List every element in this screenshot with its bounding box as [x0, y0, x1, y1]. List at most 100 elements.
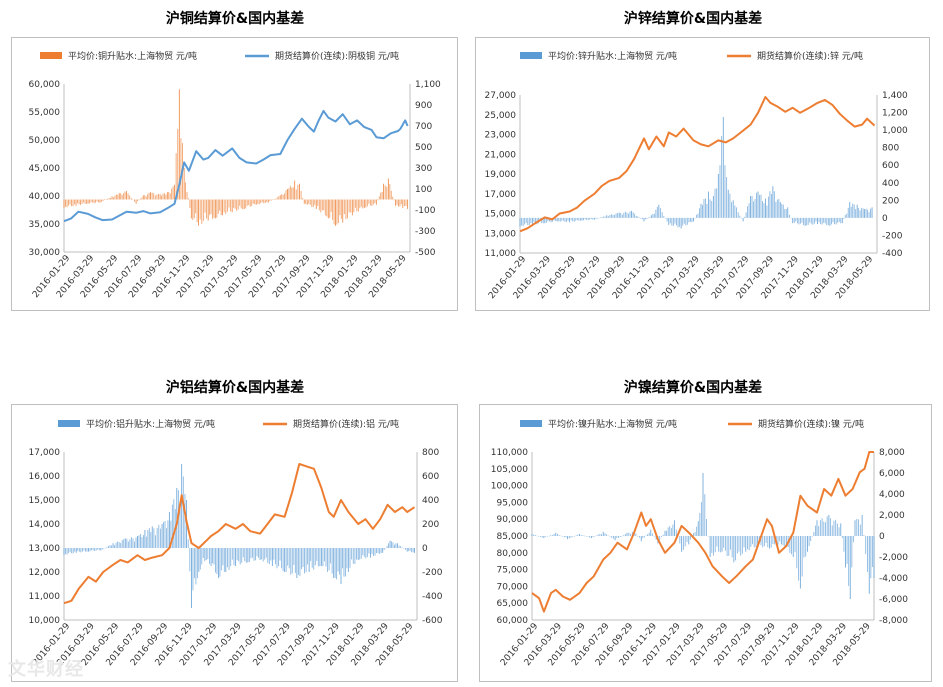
- bar: [371, 199, 373, 206]
- bar: [215, 548, 216, 573]
- bar: [175, 153, 177, 200]
- bar: [775, 201, 777, 218]
- bar: [769, 536, 770, 549]
- bar: [127, 193, 129, 200]
- bar: [330, 548, 332, 564]
- bar: [348, 199, 350, 213]
- bar: [776, 199, 778, 218]
- bar: [414, 548, 415, 553]
- bar: [731, 536, 733, 558]
- bar: [103, 548, 105, 549]
- bar: [840, 217, 842, 224]
- bar: [254, 199, 256, 205]
- left-tick-label: 17,000: [485, 190, 517, 200]
- bar: [602, 531, 604, 536]
- bar: [536, 535, 538, 537]
- bar: [322, 548, 324, 567]
- bar: [92, 199, 93, 203]
- bar: [772, 186, 774, 218]
- bar: [337, 199, 339, 223]
- bar: [852, 536, 854, 543]
- bar: [689, 217, 691, 222]
- bar: [578, 217, 580, 221]
- bar: [111, 545, 112, 548]
- bar: [531, 533, 533, 536]
- bar: [585, 536, 587, 537]
- right-tick-label: 2,000: [879, 511, 905, 521]
- bar: [790, 217, 792, 219]
- bar: [222, 548, 224, 566]
- bar: [239, 548, 241, 565]
- bar: [682, 217, 684, 226]
- bar: [398, 545, 400, 548]
- bar: [565, 536, 567, 538]
- right-tick-label: 700: [415, 122, 432, 132]
- bar: [123, 539, 125, 548]
- bar: [120, 193, 122, 200]
- bar: [406, 548, 408, 552]
- bar: [204, 199, 206, 213]
- bar: [620, 212, 622, 218]
- bar: [788, 214, 790, 218]
- bar: [650, 215, 652, 218]
- bar: [225, 548, 227, 572]
- bar: [403, 548, 405, 549]
- bar: [841, 217, 843, 224]
- bar: [614, 536, 616, 541]
- bar: [748, 536, 750, 551]
- bar: [269, 199, 271, 201]
- bar: [97, 548, 99, 550]
- bar: [711, 536, 713, 553]
- bar: [81, 199, 83, 205]
- bar: [826, 516, 828, 536]
- bar: [711, 200, 713, 218]
- bar: [556, 217, 558, 222]
- bar: [640, 217, 642, 219]
- bar: [745, 212, 747, 218]
- bar: [686, 217, 688, 225]
- bar: [683, 217, 685, 224]
- right-tick-label: -400: [422, 592, 443, 602]
- bar: [293, 548, 295, 565]
- bar: [593, 217, 595, 220]
- bar: [855, 209, 857, 218]
- bar: [793, 217, 795, 223]
- bar: [80, 199, 81, 206]
- bar: [169, 193, 171, 200]
- bar: [863, 535, 865, 536]
- bar: [527, 217, 529, 226]
- left-tick-label: 90,000: [497, 515, 529, 525]
- bar: [624, 211, 626, 218]
- bar: [604, 533, 606, 536]
- right-tick-label: 600: [882, 161, 899, 171]
- bar: [265, 548, 267, 558]
- bar: [803, 536, 805, 558]
- bar: [743, 536, 745, 548]
- bar: [655, 536, 657, 540]
- bar: [306, 199, 308, 205]
- bar: [359, 548, 361, 560]
- bar: [172, 186, 174, 200]
- bar: [717, 174, 719, 218]
- bar: [770, 536, 772, 548]
- bar: [101, 199, 102, 202]
- bar: [741, 536, 743, 554]
- chart-frame-aluminum: [11, 404, 458, 682]
- bar: [631, 210, 633, 218]
- bar: [733, 536, 735, 563]
- bar: [239, 199, 241, 206]
- bar: [148, 192, 150, 200]
- bar: [791, 536, 793, 555]
- bar: [248, 199, 250, 206]
- bar: [703, 199, 705, 218]
- bar: [357, 548, 359, 560]
- left-tick-label: 16,000: [29, 472, 61, 482]
- bar: [337, 548, 339, 572]
- bar: [778, 198, 780, 218]
- bar: [339, 199, 341, 216]
- bar: [329, 199, 331, 218]
- bar: [129, 195, 131, 200]
- bar: [83, 548, 85, 551]
- bar: [147, 530, 149, 548]
